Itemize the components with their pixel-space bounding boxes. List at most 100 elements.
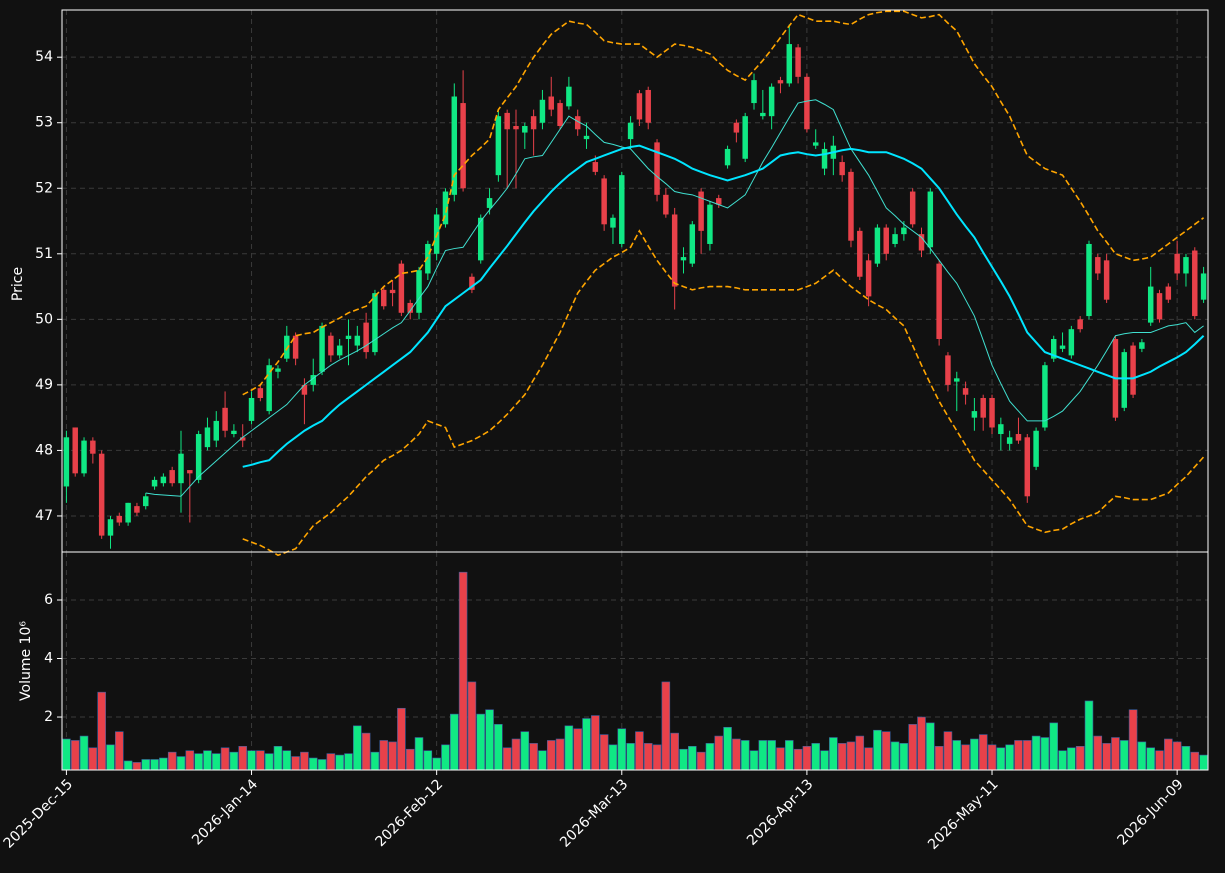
volume-bar <box>1190 751 1200 771</box>
candle-body <box>804 76 810 130</box>
candle-body <box>504 112 510 130</box>
candle-body <box>857 230 863 277</box>
candle-body <box>883 227 889 254</box>
volume-bar <box>714 735 724 771</box>
y-tick-label: 53 <box>35 115 53 131</box>
candle-body <box>989 397 995 428</box>
candle-body <box>513 126 519 130</box>
candle-body <box>1130 345 1136 395</box>
candle-body <box>1200 273 1207 300</box>
candle-body <box>1059 345 1066 349</box>
volume-bar <box>776 747 785 771</box>
candle-body <box>381 289 387 307</box>
candle-body <box>398 263 405 313</box>
candle-body <box>768 86 775 117</box>
candle-body <box>336 345 343 356</box>
volume-bar <box>688 745 697 771</box>
volume-bar <box>300 751 309 771</box>
candle-body <box>619 175 625 244</box>
y-tick-label: 4 <box>44 651 53 667</box>
volume-bar <box>88 747 98 771</box>
indicator-line <box>145 99 1204 497</box>
volume-bar <box>661 681 671 771</box>
volume-bar <box>388 741 397 771</box>
volume-bar <box>582 718 591 771</box>
volume-bar <box>1172 741 1182 771</box>
volume-bar <box>511 738 521 771</box>
volume-bar <box>1155 750 1164 771</box>
candle-body <box>451 96 458 195</box>
volume-bar <box>1084 700 1094 771</box>
candle-body <box>522 126 528 133</box>
y-tick-label: 6 <box>44 592 53 608</box>
candle-body <box>592 162 599 172</box>
volume-bar <box>529 743 538 771</box>
volume-bar <box>696 751 706 771</box>
candle-body <box>945 355 951 385</box>
volume-bar <box>829 737 838 771</box>
candle-body <box>231 430 237 435</box>
y-tick-label: 50 <box>35 311 53 327</box>
candle-body <box>495 116 502 176</box>
volume-bar <box>987 744 997 771</box>
volume-bar <box>62 738 71 771</box>
volume-bar <box>546 740 556 771</box>
candle-body <box>909 191 916 225</box>
candle-body <box>716 198 722 205</box>
volume-bar <box>247 750 256 771</box>
candle-body <box>116 515 123 523</box>
candle-body <box>1156 293 1163 320</box>
volume-bar <box>1067 747 1076 771</box>
candle-body <box>1183 257 1189 274</box>
volume-bar <box>864 747 873 771</box>
candle-body <box>998 424 1004 435</box>
candle-body <box>1006 437 1013 444</box>
volume-bar <box>520 731 530 771</box>
candle-body <box>777 80 784 84</box>
candle-body <box>574 116 581 130</box>
candle-body <box>812 142 819 146</box>
y-tick-label: 52 <box>35 180 53 196</box>
volume-bar <box>1093 735 1103 771</box>
volume-bar <box>1119 740 1129 771</box>
volume-bar <box>1146 747 1155 771</box>
volume-bar <box>626 743 635 771</box>
volume-bar <box>167 751 177 771</box>
candle-body <box>187 470 193 474</box>
candle-body <box>125 502 131 523</box>
y-tick-label: 48 <box>35 442 53 458</box>
volume-bar <box>846 741 856 771</box>
candle-body <box>962 388 969 395</box>
volume-bar <box>1075 745 1085 771</box>
volume-bar <box>749 750 759 771</box>
volume-bar <box>943 731 953 771</box>
candle-body <box>927 191 934 248</box>
y-tick-label: 54 <box>35 49 53 65</box>
volume-bar <box>740 740 750 771</box>
candle-body <box>680 257 687 261</box>
volume-bar <box>1181 745 1191 771</box>
candle-body <box>980 397 986 418</box>
volume-bar <box>978 734 988 771</box>
volume-bar <box>282 750 292 771</box>
candle-body <box>627 122 634 140</box>
volume-bar <box>132 762 142 771</box>
candle-body <box>645 89 651 123</box>
volume-axis-label: Volume 10⁶ <box>18 621 34 701</box>
candle-body <box>389 289 396 294</box>
volume-bar <box>308 757 318 771</box>
candle-body <box>284 335 290 359</box>
candle-body <box>354 335 361 346</box>
volume-bar <box>344 753 353 771</box>
candle-body <box>425 243 431 274</box>
candle-body <box>742 116 748 159</box>
volume-bar <box>441 744 450 771</box>
volume-bar <box>890 741 900 771</box>
volume-bar <box>115 731 124 771</box>
volume-bar <box>608 744 618 771</box>
candle-body <box>654 142 660 195</box>
candle-body <box>1068 329 1075 356</box>
volume-bar <box>732 738 741 771</box>
candle-body <box>1033 430 1039 467</box>
candle-body <box>918 234 925 251</box>
